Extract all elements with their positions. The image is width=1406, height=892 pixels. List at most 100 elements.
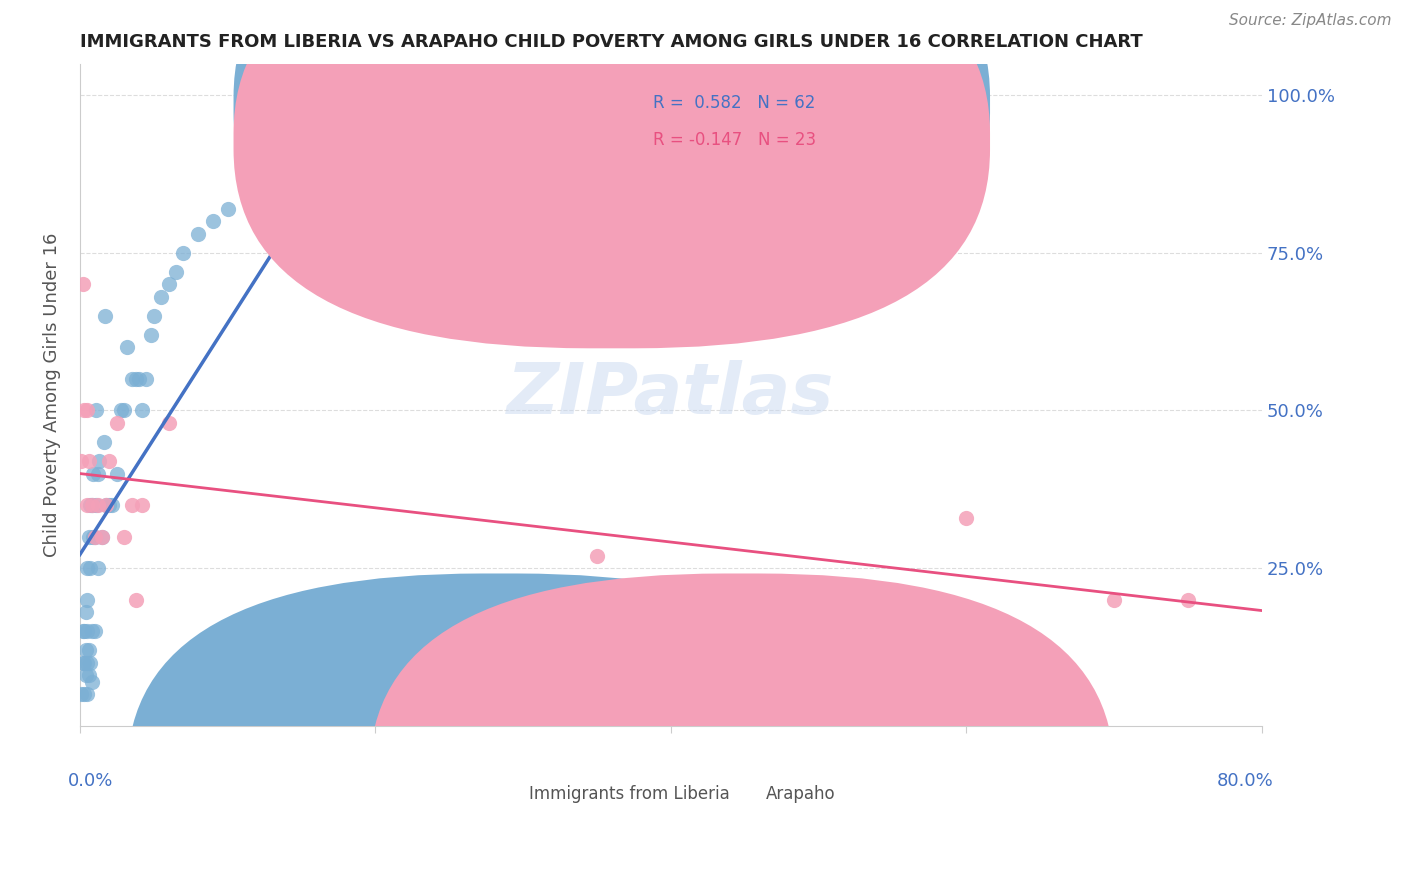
Point (80, 624, 103, 639)
Point (1102, 592, 1125, 607)
Point (139, 327, 162, 342)
Point (76, 561, 98, 575)
Point (125, 372, 148, 386)
Point (512, 107, 534, 121)
Point (98, 498, 121, 512)
Point (83, 624, 105, 639)
Point (101, 498, 124, 512)
Point (128, 372, 150, 386)
Point (125, 592, 148, 607)
Text: R = -0.147   N = 23: R = -0.147 N = 23 (654, 130, 817, 149)
Point (1177, 592, 1199, 607)
Text: ZIPatlas: ZIPatlas (508, 360, 835, 429)
Point (135, 372, 157, 386)
Point (86, 467, 108, 481)
FancyBboxPatch shape (127, 574, 872, 892)
Point (110, 403, 132, 417)
Point (77, 668, 100, 682)
Point (131, 498, 153, 512)
Point (76, 624, 98, 639)
Point (955, 510, 977, 524)
Point (105, 416, 128, 430)
Point (305, 151, 328, 165)
Point (86, 561, 108, 575)
Point (86, 498, 108, 512)
Point (82, 530, 104, 544)
FancyBboxPatch shape (370, 574, 1114, 892)
Point (201, 214, 224, 228)
Point (91, 530, 114, 544)
Point (76, 656, 98, 670)
FancyBboxPatch shape (233, 0, 990, 312)
Point (72, 656, 94, 670)
Point (121, 498, 143, 512)
Point (72, 624, 94, 639)
Point (112, 530, 135, 544)
Point (246, 183, 269, 197)
FancyBboxPatch shape (233, 0, 990, 348)
Point (93, 434, 115, 449)
Point (77, 454, 100, 468)
Point (79, 498, 101, 512)
Point (157, 277, 180, 292)
Point (91, 530, 114, 544)
Point (121, 372, 143, 386)
Text: 0.0%: 0.0% (67, 772, 114, 790)
Point (70, 687, 93, 701)
Point (75, 643, 97, 657)
Point (98, 454, 121, 468)
Point (75, 605, 97, 619)
Point (364, 132, 387, 146)
Point (80, 498, 103, 512)
Point (76, 403, 98, 417)
Point (131, 403, 153, 417)
Text: IMMIGRANTS FROM LIBERIA VS ARAPAHO CHILD POVERTY AMONG GIRLS UNDER 16 CORRELATIO: IMMIGRANTS FROM LIBERIA VS ARAPAHO CHILD… (80, 33, 1143, 51)
Point (96, 498, 118, 512)
Point (84, 498, 107, 512)
Point (79, 561, 101, 575)
Point (172, 245, 194, 260)
Point (586, 549, 609, 563)
Text: Source: ZipAtlas.com: Source: ZipAtlas.com (1229, 13, 1392, 29)
Point (76, 498, 98, 512)
Point (157, 416, 180, 430)
Point (72, 277, 94, 292)
Point (77, 643, 100, 657)
Point (76, 687, 98, 701)
Point (73, 624, 96, 639)
Point (142, 309, 165, 323)
Text: Arapaho: Arapaho (765, 786, 835, 804)
Text: 80.0%: 80.0% (1218, 772, 1274, 790)
Point (84, 403, 107, 417)
Point (75, 668, 97, 682)
Point (187, 227, 209, 241)
Point (73, 687, 96, 701)
Point (82, 467, 104, 481)
Point (439, 120, 461, 134)
Point (807, 592, 830, 607)
Point (70, 454, 93, 468)
Point (73, 403, 96, 417)
Point (276, 163, 298, 178)
Text: Immigrants from Liberia: Immigrants from Liberia (529, 786, 730, 804)
Y-axis label: Child Poverty Among Girls Under 16: Child Poverty Among Girls Under 16 (44, 233, 60, 557)
Point (217, 202, 239, 216)
FancyBboxPatch shape (564, 77, 896, 169)
Point (83, 530, 105, 544)
Point (73, 656, 96, 670)
Point (87, 454, 110, 468)
Point (150, 290, 173, 304)
Point (115, 340, 138, 354)
Point (83, 530, 105, 544)
Point (80, 498, 103, 512)
Point (94, 309, 117, 323)
Point (80, 674, 103, 689)
Point (105, 467, 128, 481)
Point (112, 403, 135, 417)
Text: R =  0.582   N = 62: R = 0.582 N = 62 (654, 95, 815, 112)
Point (76, 592, 98, 607)
Point (79, 656, 101, 670)
Point (165, 265, 187, 279)
Point (77, 530, 100, 544)
Point (96, 498, 118, 512)
